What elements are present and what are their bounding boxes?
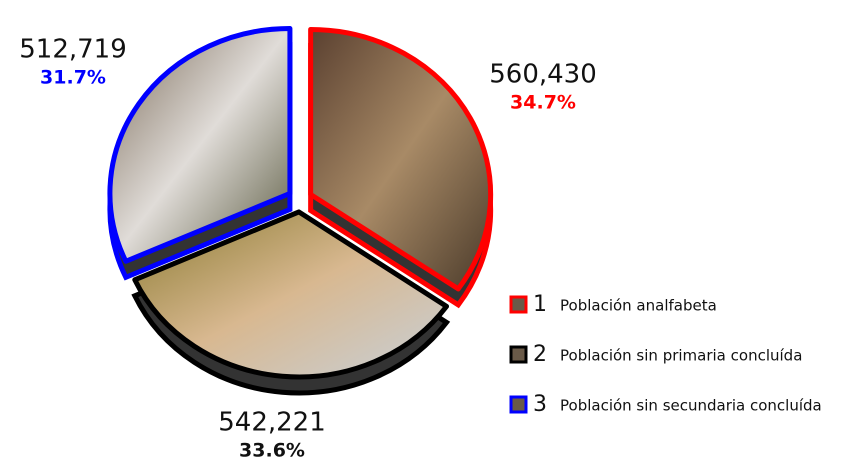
legend: 1 Población analfabeta 2 Población sin prim… <box>511 292 822 417</box>
percent-label: 31.7% <box>40 67 106 89</box>
legend-label: Población analfabeta <box>560 297 717 315</box>
value-label: 560,430 <box>489 60 597 90</box>
chart: 560,43034.7% 542,22133.6% 512,71931.7% 1 Po… <box>0 0 844 465</box>
legend-swatch <box>511 297 526 312</box>
percent-label: 34.7% <box>510 92 576 114</box>
legend-label: Población sin secundaria concluída <box>560 397 822 415</box>
legend-number: 2 <box>533 342 547 367</box>
legend-swatch <box>511 397 526 412</box>
legend-number: 1 <box>533 292 547 317</box>
legend-number: 3 <box>533 392 547 417</box>
legend-label: Población sin primaria concluída <box>560 347 802 365</box>
percent-label: 33.6% <box>239 440 305 462</box>
value-label: 542,221 <box>218 408 326 438</box>
value-label: 512,719 <box>19 35 127 65</box>
pie <box>110 28 491 392</box>
legend-swatch <box>511 347 526 362</box>
